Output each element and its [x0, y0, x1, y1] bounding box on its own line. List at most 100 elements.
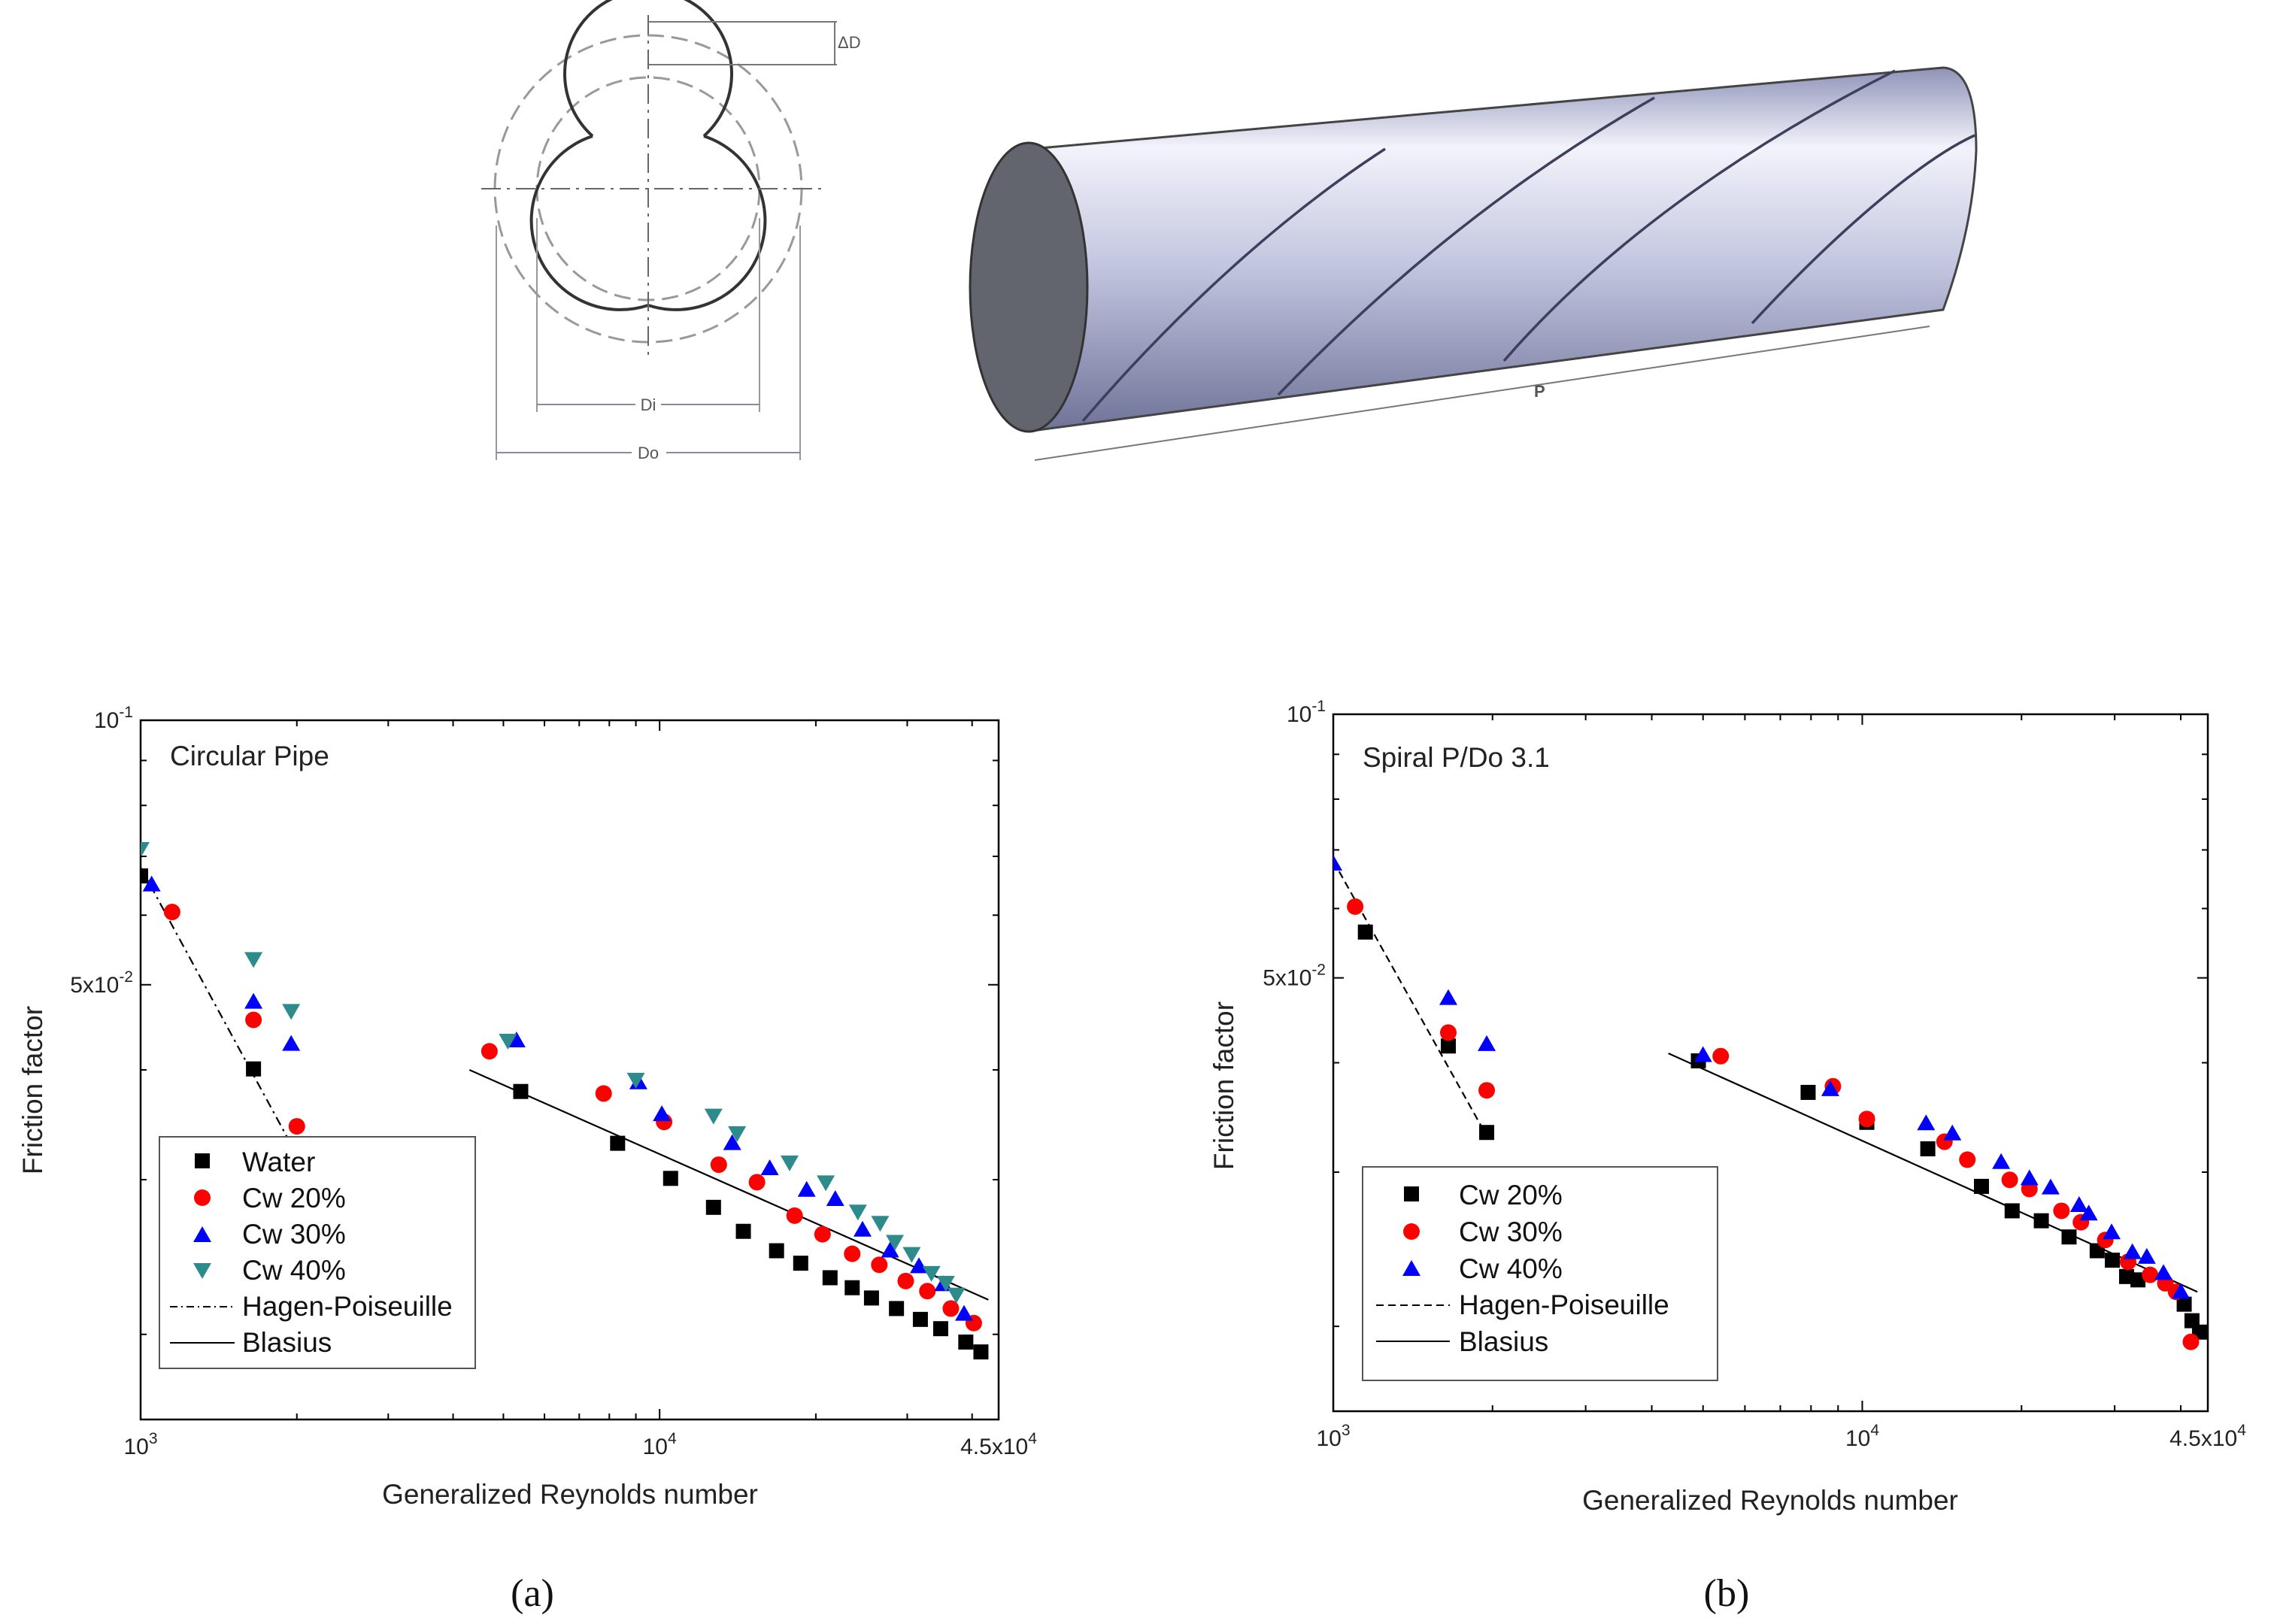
chart-a-water-point: [141, 868, 148, 884]
chart-a-legend: Water Cw 20% Cw 30% Cw 40% Hagen-Poiseui…: [159, 1136, 476, 1369]
chart-a-cw-40--point: [886, 1235, 905, 1251]
chart-a-cw-20--point: [844, 1245, 861, 1262]
chart-a-cw-20--point: [245, 1011, 262, 1029]
chart-a-cw-20--point: [710, 1156, 727, 1174]
chart-a-cw-30--point: [723, 1134, 741, 1150]
chart-b-legend: Cw 20% Cw 30% Cw 40% Hagen-Poiseuille Bl…: [1362, 1166, 1718, 1381]
chart-b-y-axis-label: Friction factor: [1208, 1001, 1239, 1170]
legend-a-cw30: Cw 30%: [242, 1219, 346, 1250]
chart-b-cw-30--point: [1959, 1151, 1976, 1168]
chart-b-cw-40--point: [2020, 1169, 2039, 1186]
legend-b-cw30-marker: [1403, 1223, 1420, 1240]
chart-b-cw-20--point: [2061, 1229, 2077, 1245]
chart-a-water-point: [705, 1199, 721, 1215]
cross-section-diagram: ΔD Di Do: [481, 0, 861, 465]
chart-b-cw-30--point: [2142, 1266, 2159, 1283]
chart-a-cw-30--point: [853, 1220, 872, 1237]
chart-a-cw-40--point: [626, 1072, 645, 1089]
chart-b-y-tick-label: 5x10-2: [1263, 962, 1326, 991]
pitch-label: P: [1534, 382, 1545, 401]
chart-a-cw-20--point: [481, 1043, 498, 1060]
chart-a-cw-40--point: [947, 1287, 966, 1304]
chart-b-cw-20--point: [2130, 1272, 2146, 1288]
legend-a-cw20: Cw 20%: [242, 1183, 346, 1213]
chart-b-cw-30--point: [1712, 1047, 1730, 1065]
chart-a-cw-30--point: [244, 992, 263, 1009]
chart-a-cw-40--point: [282, 1004, 301, 1020]
chart-b-cw-30--point: [2053, 1202, 2070, 1220]
chart-a-cw-40--point: [781, 1155, 799, 1171]
legend-b-cw40: Cw 40%: [1459, 1253, 1563, 1284]
chart-b-x-axis-label: Generalized Reynolds number: [1582, 1485, 1958, 1516]
chart-b-cw-40--point: [1821, 1080, 1839, 1096]
chart-a-cw-20--point: [786, 1207, 803, 1224]
chart-b-cw-40--point: [2154, 1264, 2173, 1280]
legend-a-hagen-poiseuille: Hagen-Poiseuille: [242, 1291, 453, 1322]
chart-b-cw-30--point: [1478, 1082, 1496, 1099]
chart-b-x-tick-label: 4.5x104: [2169, 1422, 2246, 1451]
chart-b-title: Spiral P/Do 3.1: [1363, 742, 1550, 773]
chart-a-cw-20--point: [288, 1118, 305, 1135]
chart-a-cw-30--point: [142, 875, 161, 892]
chart-b-x-tick-label: 103: [1316, 1422, 1350, 1451]
chart-b-cw-20--point: [1973, 1178, 1989, 1194]
chart-a-cw-20--point: [814, 1226, 831, 1243]
chart-a-cw-20--point: [897, 1272, 914, 1289]
legend-a-water-marker: [195, 1153, 210, 1168]
do-label: Do: [638, 444, 659, 462]
spiral-rod-rendering: P: [969, 66, 1978, 461]
chart-b-cw-40--point: [2069, 1196, 2088, 1213]
chart-a-cw-40--point: [936, 1276, 955, 1292]
chart-a-x-tick-label: 104: [643, 1430, 677, 1459]
chart-a-cw-20--point: [595, 1085, 612, 1102]
chart-a-cw-30--point: [797, 1180, 816, 1197]
chart-a-cw-30--point: [910, 1257, 929, 1274]
chart-a-cw-30--point: [760, 1159, 779, 1175]
chart-b-cw-40--point: [1943, 1124, 1962, 1141]
delta-d-label: ΔD: [838, 33, 861, 52]
chart-b-cw-20--point: [1800, 1084, 1816, 1100]
chart-a-cw-30--point: [507, 1031, 526, 1047]
chart-a: Circular Pipe 103 104 4.5x104 10-1 5x10-2 G…: [17, 704, 1037, 1510]
chart-b-cw-40--point: [2137, 1247, 2156, 1264]
chart-b: Spiral P/Do 3.1 103 104 4.5x104 10-1 5x10-2…: [1208, 698, 2246, 1516]
chart-b-cw-20--point: [2105, 1253, 2121, 1268]
caption-b: (b): [1704, 1572, 1750, 1615]
chart-a-y-tick-label: 5x10-2: [70, 968, 133, 998]
chart-a-water-point: [610, 1135, 626, 1151]
legend-a-cw40-marker: [193, 1263, 211, 1279]
chart-b-cw-20--point: [1440, 1038, 1456, 1054]
trilobe-outline: [529, 0, 767, 311]
legend-b-cw40-marker: [1402, 1260, 1420, 1276]
chart-a-water-point: [735, 1223, 751, 1239]
chart-a-water-point: [513, 1083, 529, 1099]
chart-a-cw-40--point: [902, 1247, 921, 1263]
chart-a-blasius-line: [468, 1068, 989, 1301]
legend-a-cw40: Cw 40%: [242, 1255, 346, 1286]
chart-a-cw-40--point: [871, 1216, 890, 1232]
chart-b-cw-30--point: [2182, 1333, 2200, 1350]
chart-b-cw-40--point: [1917, 1114, 1936, 1131]
chart-a-x-axis-label: Generalized Reynolds number: [382, 1479, 758, 1510]
chart-b-cw-20--point: [1479, 1125, 1495, 1141]
chart-a-cw-20--point: [748, 1174, 766, 1191]
chart-a-water-point: [932, 1321, 948, 1337]
chart-b-cw-30--point: [2001, 1171, 2018, 1189]
chart-b-cw-40--point: [2079, 1204, 2098, 1221]
chart-a-y-tick-label: 10-1: [94, 704, 133, 733]
chart-a-x-tick-label: 103: [123, 1430, 157, 1459]
chart-b-cw-40--point: [2123, 1243, 2142, 1259]
chart-b-cw-20--point: [2004, 1203, 2020, 1219]
chart-b-cw-30--point: [1347, 898, 1364, 915]
chart-a-water-point: [958, 1335, 974, 1350]
chart-a-cw-40--point: [704, 1108, 723, 1125]
chart-b-cw-40--point: [1478, 1035, 1496, 1051]
chart-b-cw-40--point: [1693, 1046, 1712, 1062]
chart-b-cw-40--point: [2172, 1283, 2191, 1299]
chart-a-cw-20--point: [919, 1283, 936, 1300]
legend-a-cw30-marker: [193, 1226, 211, 1242]
chart-a-cw-30--point: [826, 1190, 844, 1207]
chart-a-water-point: [769, 1243, 784, 1259]
chart-a-water-point: [844, 1280, 860, 1295]
chart-a-cw-40--point: [848, 1204, 867, 1221]
